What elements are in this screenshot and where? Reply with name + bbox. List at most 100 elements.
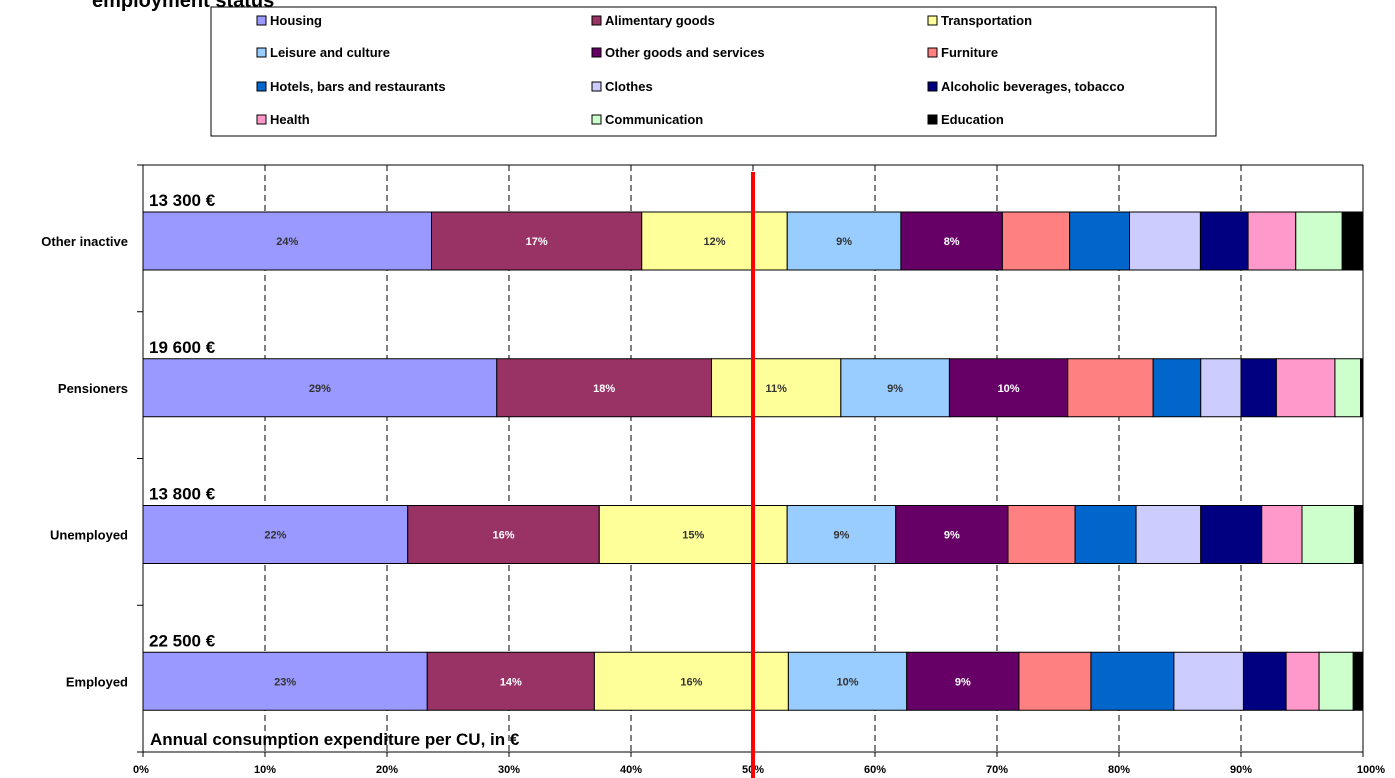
legend-swatch-health — [256, 114, 267, 125]
legend-label-leisure-and-culture: Leisure and culture — [270, 45, 390, 60]
legend-label-alcoholic-beverages-tobacco: Alcoholic beverages, tobacco — [941, 79, 1125, 94]
bar-segment-leisure-and-culture-other-inactive — [786, 211, 902, 271]
legend-label-furniture: Furniture — [941, 45, 998, 60]
bar-segment-education-other-inactive — [1341, 211, 1364, 271]
data-label-housing-employed: 23% — [274, 676, 296, 688]
bar-segment-health-other-inactive — [1247, 211, 1297, 271]
data-label-housing-unemployed: 22% — [264, 530, 286, 542]
bar-segment-transportation-employed — [593, 651, 789, 711]
bar-segment-clothes-pensioners — [1200, 358, 1242, 418]
x-tick-label: 100% — [1357, 764, 1385, 776]
bar-segment-housing-unemployed — [142, 505, 409, 564]
category-label-other-inactive: Other inactive — [41, 234, 128, 249]
x-tick-label: 30% — [498, 764, 520, 776]
bar-segment-leisure-and-culture-unemployed — [786, 505, 897, 564]
data-label-transportation-employed: 16% — [680, 676, 702, 688]
x-tick-label: 20% — [376, 764, 398, 776]
legend-label-other-goods-and-services: Other goods and services — [605, 45, 765, 60]
bar-segment-furniture-employed — [1018, 651, 1092, 711]
bar-segment-transportation-pensioners — [711, 358, 842, 418]
x-tick-label: 90% — [1230, 764, 1252, 776]
bar-segment-furniture-other-inactive — [1001, 211, 1071, 271]
bar-segment-furniture-pensioners — [1067, 358, 1154, 418]
bar-segment-education-pensioners — [1360, 358, 1364, 418]
category-label-unemployed: Unemployed — [50, 528, 128, 543]
bar-segment-alimentary-goods-pensioners — [496, 358, 713, 418]
legend-label-communication: Communication — [605, 112, 703, 127]
category-label-pensioners: Pensioners — [58, 381, 128, 396]
data-label-housing-pensioners: 29% — [309, 383, 331, 395]
total-label-unemployed: 13 800 € — [149, 485, 216, 504]
x-tick-label: 70% — [986, 764, 1008, 776]
category-label-employed: Employed — [66, 674, 128, 689]
bar-segment-clothes-employed — [1173, 651, 1244, 711]
bar-segment-health-unemployed — [1261, 505, 1303, 564]
bar-segment-alcoholic-beverages-tobacco-other-inactive — [1199, 211, 1249, 271]
legend-swatch-education — [927, 114, 938, 125]
legend-label-clothes: Clothes — [605, 79, 653, 94]
total-label-pensioners: 19 600 € — [149, 338, 216, 357]
total-label-employed: 22 500 € — [149, 631, 216, 650]
data-label-leisure-and-culture-other-inactive: 9% — [836, 236, 852, 248]
data-label-transportation-other-inactive: 12% — [703, 236, 725, 248]
data-label-housing-other-inactive: 24% — [276, 236, 298, 248]
x-tick-label: 40% — [620, 764, 642, 776]
bar-segment-other-goods-and-services-employed — [906, 651, 1020, 711]
data-label-leisure-and-culture-unemployed: 9% — [833, 530, 849, 542]
bar-segment-clothes-unemployed — [1135, 505, 1202, 564]
legend-label-education: Education — [941, 112, 1004, 127]
legend-swatch-other-goods-and-services — [591, 47, 602, 58]
bar-segment-alimentary-goods-other-inactive — [430, 211, 643, 271]
bar-segment-health-pensioners — [1275, 358, 1336, 418]
bar-segment-alimentary-goods-unemployed — [407, 505, 600, 564]
x-tick-label: 80% — [1108, 764, 1130, 776]
legend-swatch-transportation — [927, 15, 938, 26]
legend-label-hotels-bars-and-restaurants: Hotels, bars and restaurants — [270, 79, 446, 94]
bar-segment-transportation-unemployed — [598, 505, 788, 564]
bar-segment-transportation-other-inactive — [641, 211, 788, 271]
legend-label-housing: Housing — [270, 13, 322, 28]
bar-segment-alcoholic-beverages-tobacco-pensioners — [1240, 358, 1277, 418]
bar-segment-hotels-bars-and-restaurants-unemployed — [1074, 505, 1137, 564]
bar-segment-furniture-unemployed — [1007, 505, 1076, 564]
bar-segment-communication-other-inactive — [1295, 211, 1343, 271]
x-tick-label: 0% — [133, 764, 149, 776]
data-label-alimentary-goods-pensioners: 18% — [593, 383, 615, 395]
bar-segment-alimentary-goods-employed — [426, 651, 595, 711]
legend-label-alimentary-goods: Alimentary goods — [605, 13, 715, 28]
legend-swatch-clothes — [591, 81, 602, 92]
legend-swatch-communication — [591, 114, 602, 125]
data-label-leisure-and-culture-pensioners: 9% — [887, 383, 903, 395]
total-label-other-inactive: 13 300 € — [149, 191, 216, 210]
bar-segment-hotels-bars-and-restaurants-employed — [1090, 651, 1175, 711]
bar-segment-communication-pensioners — [1334, 358, 1362, 418]
legend-swatch-alcoholic-beverages-tobacco — [927, 81, 938, 92]
bar-segment-housing-employed — [142, 651, 428, 711]
bar-segment-alcoholic-beverages-tobacco-unemployed — [1200, 505, 1263, 564]
legend-label-transportation: Transportation — [941, 13, 1032, 28]
data-label-other-goods-and-services-unemployed: 9% — [944, 530, 960, 542]
data-label-transportation-unemployed: 15% — [682, 530, 704, 542]
bar-segment-communication-unemployed — [1301, 505, 1355, 564]
legend-swatch-furniture — [927, 47, 938, 58]
bar-segment-alcoholic-beverages-tobacco-employed — [1242, 651, 1287, 711]
bar-segment-other-goods-and-services-pensioners — [948, 358, 1069, 418]
bar-segment-education-unemployed — [1353, 505, 1364, 564]
data-label-alimentary-goods-unemployed: 16% — [492, 530, 514, 542]
data-label-other-goods-and-services-employed: 9% — [955, 676, 971, 688]
data-label-alimentary-goods-other-inactive: 17% — [526, 236, 548, 248]
data-label-other-goods-and-services-other-inactive: 8% — [944, 236, 960, 248]
bar-segment-communication-employed — [1318, 651, 1354, 711]
legend-swatch-housing — [256, 15, 267, 26]
legend-label-health: Health — [270, 112, 310, 127]
bar-segment-other-goods-and-services-unemployed — [895, 505, 1009, 564]
data-label-transportation-pensioners: 11% — [765, 383, 787, 395]
data-label-other-goods-and-services-pensioners: 10% — [998, 383, 1020, 395]
bar-segment-other-goods-and-services-other-inactive — [900, 211, 1003, 271]
bar-segment-hotels-bars-and-restaurants-other-inactive — [1069, 211, 1131, 271]
data-label-alimentary-goods-employed: 14% — [500, 676, 522, 688]
bar-segment-housing-pensioners — [142, 358, 498, 418]
bar-segment-health-employed — [1285, 651, 1320, 711]
